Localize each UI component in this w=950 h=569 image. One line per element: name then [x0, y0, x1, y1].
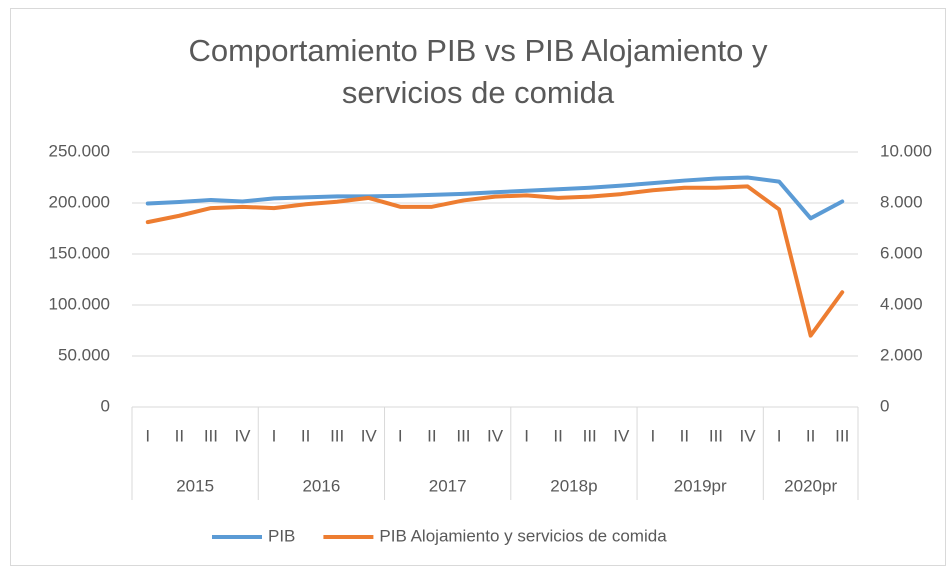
x-tick-label: III — [583, 426, 597, 445]
x-tick-label: I — [145, 426, 150, 445]
x-group-label: 2018p — [550, 476, 597, 495]
x-tick-label: I — [777, 426, 782, 445]
legend-label: PIB Alojamiento y servicios de comida — [379, 526, 667, 545]
x-tick-label: II — [553, 426, 562, 445]
x-tick-label: I — [650, 426, 655, 445]
y2-tick-label: 4.000 — [880, 294, 923, 313]
x-tick-label: II — [175, 426, 184, 445]
x-tick-label: III — [709, 426, 723, 445]
x-tick-label: II — [427, 426, 436, 445]
y-tick-label: 100.000 — [49, 294, 110, 313]
x-tick-label: I — [524, 426, 529, 445]
y-tick-label: 200.000 — [49, 192, 110, 211]
y-tick-label: 50.000 — [58, 345, 110, 364]
y2-tick-label: 6.000 — [880, 243, 923, 262]
chart-title: Comportamiento PIB vs PIB Alojamiento y … — [188, 33, 768, 110]
y2-tick-label: 2.000 — [880, 345, 923, 364]
x-group-label: 2020pr — [784, 476, 837, 495]
x-tick-label: IV — [487, 426, 504, 445]
y2-tick-label: 0 — [880, 396, 889, 415]
x-tick-label: II — [680, 426, 689, 445]
x-tick-label: III — [456, 426, 470, 445]
y-tick-label: 150.000 — [49, 243, 110, 262]
x-group-label: 2019pr — [674, 476, 727, 495]
x-tick-label: I — [272, 426, 277, 445]
legend-label: PIB — [268, 526, 295, 545]
x-tick-label: III — [204, 426, 218, 445]
x-tick-label: III — [330, 426, 344, 445]
x-tick-label: III — [835, 426, 849, 445]
x-tick-label: I — [398, 426, 403, 445]
chart-border — [10, 8, 946, 566]
x-tick-label: II — [806, 426, 815, 445]
x-group-label: 2015 — [176, 476, 214, 495]
x-group-label: 2017 — [429, 476, 467, 495]
x-tick-label: II — [301, 426, 310, 445]
y2-tick-label: 8.000 — [880, 192, 923, 211]
x-tick-label: IV — [613, 426, 630, 445]
x-group-label: 2016 — [302, 476, 340, 495]
x-tick-label: IV — [234, 426, 251, 445]
y2-tick-label: 10.000 — [880, 141, 932, 160]
x-tick-label: IV — [361, 426, 378, 445]
y-tick-label: 250.000 — [49, 141, 110, 160]
series-line — [145, 184, 845, 338]
x-tick-label: IV — [739, 426, 756, 445]
y-tick-label: 0 — [101, 396, 110, 415]
series-line — [145, 175, 845, 221]
